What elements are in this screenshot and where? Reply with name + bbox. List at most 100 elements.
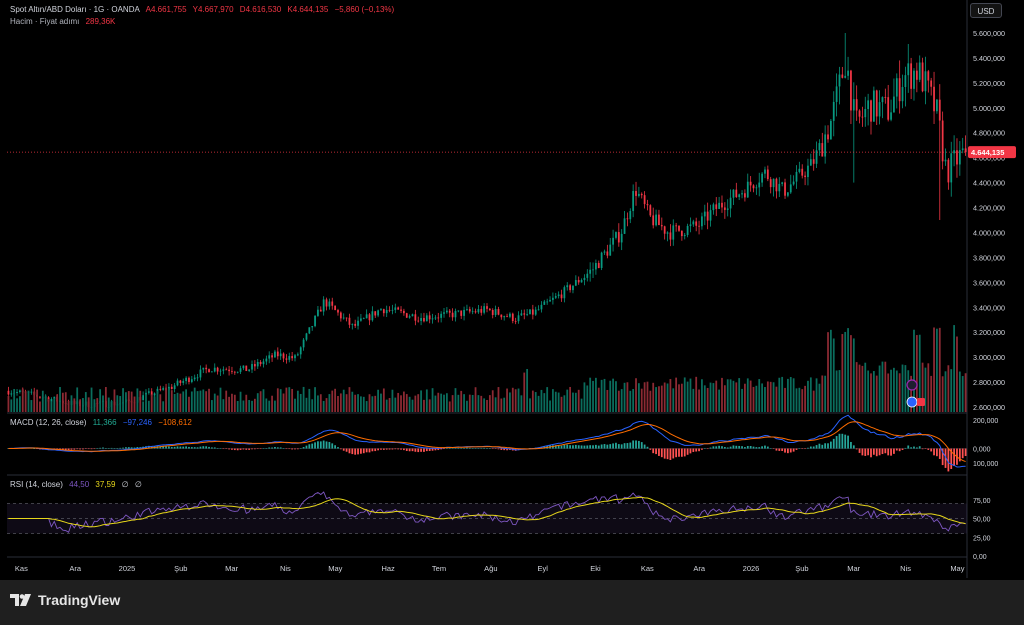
volume-bar xyxy=(196,391,199,412)
volume-bar xyxy=(635,378,637,412)
volume-bar xyxy=(595,377,597,412)
macd-hist-bar xyxy=(425,448,428,452)
macd-hist-bar xyxy=(122,447,124,449)
macd-hist-bar xyxy=(460,448,463,449)
macd-hist-bar xyxy=(96,448,99,449)
macd-hist-bar xyxy=(921,448,924,450)
candle-body xyxy=(592,269,594,271)
candle-body xyxy=(715,204,718,209)
candle-body xyxy=(228,369,230,372)
macd-hist-bar xyxy=(299,448,302,449)
macd-hist-bar xyxy=(543,446,546,449)
macd-hist-bar xyxy=(274,446,276,449)
symbol-line[interactable]: Spot Altın/ABD Doları · 1G · OANDA xyxy=(10,5,140,14)
rsi-legend[interactable]: RSI (14, close) 44,50 37,59 ∅ ∅ xyxy=(10,480,146,489)
rsi-ma-line[interactable] xyxy=(8,496,966,528)
time-tick-label: Ara xyxy=(693,564,706,573)
price-tick-label: 3.000,000 xyxy=(973,353,1005,362)
volume-bar xyxy=(397,392,400,412)
volume-bar xyxy=(867,370,870,412)
macd-signal-line[interactable] xyxy=(8,421,966,463)
candlestick-series[interactable] xyxy=(7,32,967,411)
macd-hist-bar xyxy=(615,442,617,449)
price-tick-label: 5.000,000 xyxy=(973,104,1005,113)
volume-bar xyxy=(701,379,703,412)
volume-bar xyxy=(626,382,629,412)
candle-body xyxy=(804,175,806,178)
candle-body xyxy=(675,225,678,227)
volume-bar xyxy=(936,328,938,412)
volume-bar xyxy=(824,375,827,412)
candle-body xyxy=(374,311,377,316)
volume-bar xyxy=(239,391,242,412)
candle-body xyxy=(348,317,351,325)
candle-body xyxy=(549,299,551,302)
volume-value: 289,36K xyxy=(85,17,116,26)
currency-button[interactable]: USD xyxy=(970,3,1002,18)
volume-bar xyxy=(729,379,732,412)
macd-value-1: 11,366 xyxy=(92,418,117,427)
symbol-header: Spot Altın/ABD Doları · 1G · OANDA A4.66… xyxy=(10,5,398,14)
candle-body xyxy=(812,159,815,164)
candle-body xyxy=(322,299,325,312)
candle-body xyxy=(454,311,457,318)
volume-bar xyxy=(864,362,867,412)
macd-hist-bar xyxy=(61,448,64,451)
macd-histogram[interactable] xyxy=(7,433,967,472)
candle-body xyxy=(382,309,385,314)
rsi-tick-label: 75,00 xyxy=(973,498,991,505)
macd-hist-bar xyxy=(726,447,729,449)
candle-body xyxy=(778,183,781,192)
candle-body xyxy=(403,310,405,314)
candle-body xyxy=(721,202,723,208)
volume-bar xyxy=(956,336,958,412)
macd-hist-bar xyxy=(408,448,411,452)
macd-hist-bar xyxy=(595,444,597,449)
volume-bar xyxy=(339,393,342,412)
volume-bar xyxy=(798,387,801,412)
volume-bar xyxy=(746,378,749,412)
macd-hist-bar xyxy=(494,448,497,450)
volume-bar xyxy=(612,378,614,412)
volume-bar xyxy=(170,390,173,412)
macd-hist-bar xyxy=(265,448,268,449)
volume-bar xyxy=(311,399,314,412)
macd-hist-bar xyxy=(173,446,176,449)
volume-bar xyxy=(660,385,663,412)
event-icon[interactable] xyxy=(906,379,918,391)
volume-bar xyxy=(125,392,127,412)
volume-bar xyxy=(371,396,374,412)
candle-body xyxy=(910,63,913,89)
candle-body xyxy=(268,355,271,359)
macd-hist-bar xyxy=(738,445,741,449)
tradingview-logo[interactable]: TradingView xyxy=(10,592,120,608)
macd-hist-bar xyxy=(718,445,721,449)
volume-bar xyxy=(735,382,738,412)
flag-icon[interactable] xyxy=(906,396,918,408)
macd-hist-bar xyxy=(33,448,36,449)
macd-legend[interactable]: MACD (12, 26, close) 11,366 −97,246 −108… xyxy=(10,418,196,427)
candle-body xyxy=(787,192,789,196)
macd-hist-bar xyxy=(102,447,104,449)
macd-hist-bar xyxy=(480,448,483,449)
last-price-tag[interactable] xyxy=(968,146,1016,159)
volume-series[interactable] xyxy=(7,325,967,412)
macd-hist-bar xyxy=(506,448,508,451)
macd-hist-bar xyxy=(870,448,872,458)
volume-bar xyxy=(325,398,328,412)
volume-bar xyxy=(110,400,113,412)
macd-hist-bar xyxy=(890,448,892,456)
volume-bar xyxy=(918,334,921,412)
volume-label[interactable]: Hacim · Fiyat adımı xyxy=(10,17,80,26)
macd-hist-bar xyxy=(841,433,844,449)
macd-hist-bar xyxy=(735,445,738,449)
macd-hist-bar xyxy=(285,448,288,450)
price-tick-label: 5.600,000 xyxy=(973,29,1005,38)
candle-body xyxy=(635,191,637,196)
time-tick-label: Eyl xyxy=(537,564,548,573)
macd-hist-bar xyxy=(471,448,474,449)
volume-bar xyxy=(360,396,362,412)
macd-hist-bar xyxy=(821,444,824,449)
